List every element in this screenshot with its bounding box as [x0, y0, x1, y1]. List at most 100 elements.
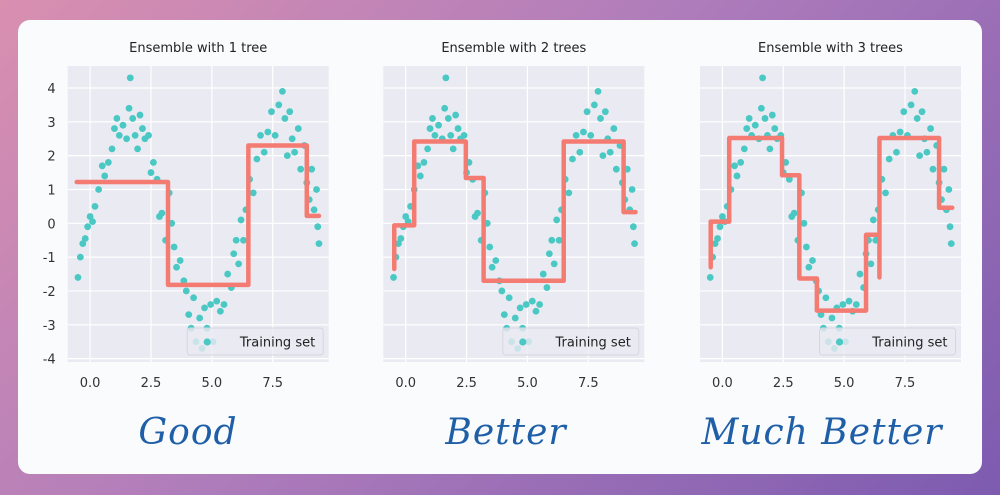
training-point	[733, 172, 741, 180]
training-point	[134, 145, 141, 153]
training-point	[536, 301, 544, 308]
training-point	[569, 155, 576, 163]
training-point	[89, 218, 96, 226]
training-point	[923, 148, 931, 156]
training-point	[867, 260, 875, 268]
training-point	[180, 277, 188, 285]
training-point	[500, 311, 508, 319]
training-point	[555, 236, 563, 244]
training-point	[230, 250, 238, 258]
training-point	[271, 131, 279, 139]
training-point	[190, 294, 197, 302]
training-point	[91, 202, 99, 210]
training-point	[313, 186, 320, 193]
training-point	[119, 121, 127, 129]
training-point	[397, 235, 405, 242]
training-point	[743, 125, 751, 132]
training-point	[913, 115, 921, 122]
training-point	[435, 121, 442, 129]
training-point	[745, 115, 753, 122]
training-point	[946, 223, 954, 231]
training-point	[288, 135, 296, 143]
training-point	[104, 159, 112, 166]
legend-marker	[519, 338, 527, 346]
training-point	[201, 304, 208, 312]
training-point	[740, 145, 748, 153]
training-point	[441, 104, 449, 112]
training-point	[828, 314, 836, 322]
training-point	[113, 115, 121, 122]
training-point	[757, 104, 765, 112]
subplot-title: Ensemble with 1 tree	[129, 41, 267, 56]
legend-label: Training set	[555, 336, 631, 351]
training-point	[260, 148, 268, 156]
training-point	[182, 287, 190, 295]
training-point	[911, 87, 919, 95]
training-point	[416, 172, 424, 180]
x-tick-label: 0.0	[712, 376, 733, 391]
y-tick-label: 1	[47, 183, 55, 198]
training-point	[176, 257, 184, 264]
training-point	[505, 294, 513, 302]
training-point	[279, 87, 286, 95]
training-point	[115, 131, 123, 139]
training-point	[442, 74, 450, 82]
training-point	[139, 125, 146, 132]
training-point	[822, 294, 830, 302]
training-point	[790, 209, 798, 217]
training-point	[759, 74, 766, 82]
training-point	[711, 240, 719, 248]
training-point	[768, 111, 776, 119]
training-point	[601, 108, 609, 116]
training-point	[224, 270, 232, 278]
training-point	[511, 314, 519, 322]
training-point	[714, 235, 721, 242]
training-point	[628, 186, 636, 193]
training-point	[95, 186, 103, 193]
training-point	[74, 274, 82, 281]
training-point	[918, 108, 926, 116]
training-point	[785, 175, 793, 183]
legend-box	[186, 327, 324, 356]
training-point	[907, 101, 915, 109]
x-tick-label: 2.5	[456, 376, 477, 391]
training-point	[196, 314, 204, 322]
training-point	[545, 250, 553, 258]
training-point	[291, 148, 299, 156]
x-tick-label: 0.0	[395, 376, 416, 391]
training-point	[126, 74, 134, 82]
legend-box	[819, 327, 956, 356]
training-point	[706, 274, 714, 281]
training-point	[220, 301, 228, 308]
training-point	[751, 121, 759, 129]
x-tick-label: 7.5	[578, 376, 599, 391]
prediction-line	[74, 143, 322, 288]
training-point	[817, 311, 825, 319]
training-point	[449, 145, 457, 153]
training-point	[474, 209, 481, 217]
training-point	[237, 216, 245, 224]
training-point	[213, 297, 221, 305]
training-point	[856, 270, 864, 278]
training-point	[420, 159, 428, 166]
training-point	[264, 128, 272, 136]
training-point	[583, 108, 591, 116]
training-point	[173, 263, 180, 271]
training-point	[150, 159, 157, 166]
training-point	[216, 307, 224, 315]
subplot-2: Ensemble with 2 trees 0.0 2.5 5.0 7.5 Trainin…	[383, 41, 645, 391]
training-point	[766, 145, 774, 153]
training-point	[424, 145, 432, 153]
training-point	[809, 257, 816, 264]
training-point	[185, 311, 193, 319]
training-point	[548, 236, 556, 244]
training-point	[612, 165, 620, 173]
training-point	[111, 125, 118, 132]
training-point	[947, 240, 955, 248]
training-point	[599, 152, 607, 160]
subplot-1: Ensemble with 1 tree 0.0 2.5 5.0 7.5 4 3 2 1 0 -1 -…	[43, 41, 329, 391]
x-tick-label: 5.0	[834, 376, 855, 391]
training-point	[315, 240, 323, 248]
training-point	[929, 165, 937, 173]
training-point	[294, 125, 302, 132]
